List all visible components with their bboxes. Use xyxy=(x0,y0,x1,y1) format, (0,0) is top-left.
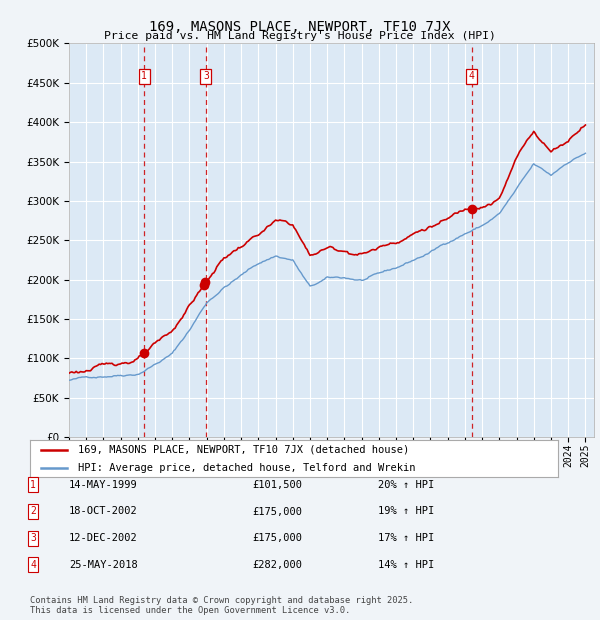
Text: 17% ↑ HPI: 17% ↑ HPI xyxy=(378,533,434,543)
Text: 12-DEC-2002: 12-DEC-2002 xyxy=(69,533,138,543)
Text: 3: 3 xyxy=(203,71,209,81)
Text: 169, MASONS PLACE, NEWPORT, TF10 7JX: 169, MASONS PLACE, NEWPORT, TF10 7JX xyxy=(149,20,451,34)
Text: 20% ↑ HPI: 20% ↑ HPI xyxy=(378,480,434,490)
Text: £101,500: £101,500 xyxy=(252,480,302,490)
Text: 1: 1 xyxy=(141,71,147,81)
Text: 14% ↑ HPI: 14% ↑ HPI xyxy=(378,560,434,570)
Text: Price paid vs. HM Land Registry's House Price Index (HPI): Price paid vs. HM Land Registry's House … xyxy=(104,31,496,41)
Text: HPI: Average price, detached house, Telford and Wrekin: HPI: Average price, detached house, Telf… xyxy=(77,463,415,472)
Text: 14-MAY-1999: 14-MAY-1999 xyxy=(69,480,138,490)
Text: £175,000: £175,000 xyxy=(252,507,302,516)
Text: 25-MAY-2018: 25-MAY-2018 xyxy=(69,560,138,570)
Text: 19% ↑ HPI: 19% ↑ HPI xyxy=(378,507,434,516)
Text: Contains HM Land Registry data © Crown copyright and database right 2025.
This d: Contains HM Land Registry data © Crown c… xyxy=(30,596,413,615)
Text: £282,000: £282,000 xyxy=(252,560,302,570)
Text: 1: 1 xyxy=(30,480,36,490)
Text: 3: 3 xyxy=(30,533,36,543)
Text: £175,000: £175,000 xyxy=(252,533,302,543)
Text: 2: 2 xyxy=(30,507,36,516)
Text: 4: 4 xyxy=(30,560,36,570)
Text: 169, MASONS PLACE, NEWPORT, TF10 7JX (detached house): 169, MASONS PLACE, NEWPORT, TF10 7JX (de… xyxy=(77,445,409,455)
Text: 18-OCT-2002: 18-OCT-2002 xyxy=(69,507,138,516)
Text: 4: 4 xyxy=(469,71,475,81)
